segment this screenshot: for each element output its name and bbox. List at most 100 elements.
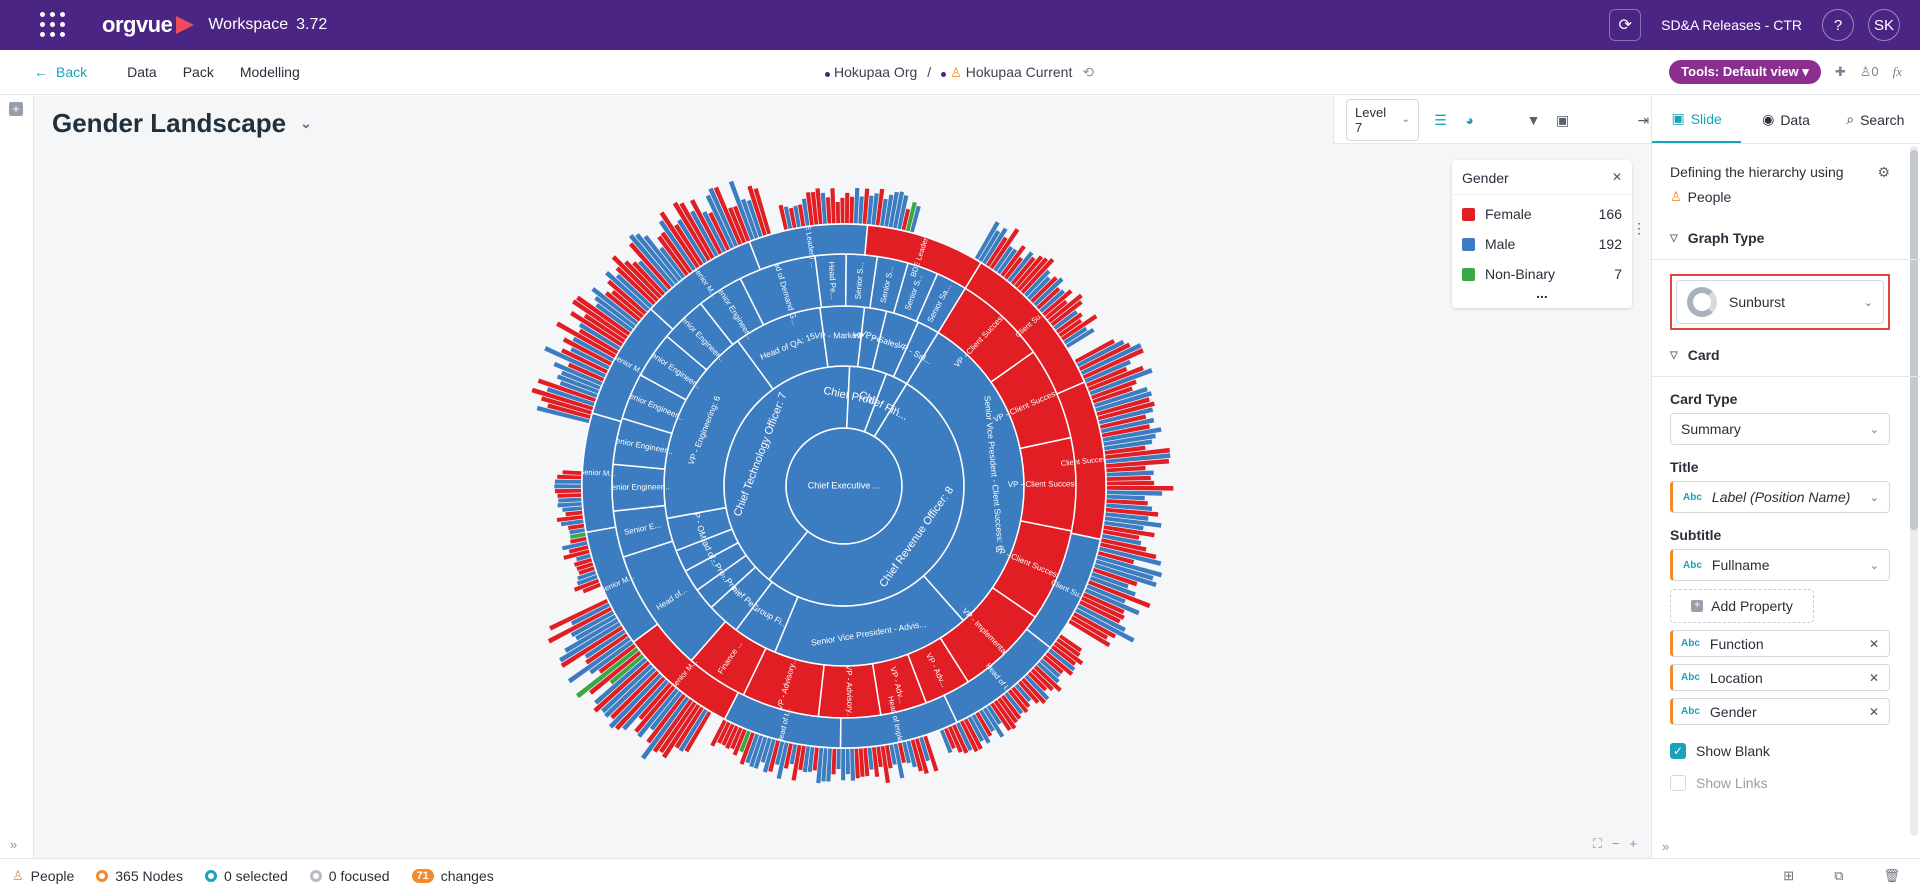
person-stripe[interactable] (578, 322, 621, 351)
person-stripe[interactable] (1096, 555, 1163, 578)
person-stripe[interactable] (820, 192, 827, 224)
person-stripe[interactable] (1106, 503, 1153, 511)
legend-item-male[interactable]: Male 192 (1452, 229, 1632, 259)
person-stripe[interactable] (558, 497, 582, 503)
person-stripe[interactable] (863, 747, 870, 777)
person-stripe[interactable] (1101, 533, 1142, 546)
person-stripe[interactable] (1099, 414, 1147, 429)
person-stripe[interactable] (1007, 251, 1034, 283)
person-stripe[interactable] (1091, 379, 1137, 400)
person-stripe[interactable] (993, 699, 1017, 730)
person-stripe[interactable] (1102, 427, 1162, 442)
person-stripe[interactable] (1001, 694, 1022, 720)
person-stripe[interactable] (565, 510, 583, 517)
show-blank-option[interactable]: ✓ Show Blank (1670, 743, 1890, 759)
zoom-in-icon[interactable]: + (1629, 836, 1637, 851)
user-avatar[interactable]: SK (1868, 9, 1900, 41)
person-stripe[interactable] (1024, 674, 1050, 701)
person-stripe[interactable] (1105, 453, 1171, 464)
person-stripe[interactable] (1053, 641, 1084, 666)
person-stripe[interactable] (812, 747, 819, 771)
person-stripe[interactable] (854, 748, 860, 779)
person-stripe[interactable] (1011, 686, 1031, 708)
person-stripe[interactable] (674, 223, 704, 266)
person-stripe[interactable] (536, 405, 590, 424)
person-stripe[interactable] (556, 321, 617, 359)
person-stripe[interactable] (821, 748, 828, 782)
person-stripe[interactable] (559, 380, 598, 398)
remove-icon[interactable]: ✕ (1868, 636, 1879, 651)
delete-icon[interactable]: 🗑 (1883, 868, 1900, 883)
person-stripe[interactable] (739, 730, 751, 753)
subtitle-select[interactable]: Abc Fullname ⌄ (1670, 549, 1890, 581)
layers-icon[interactable]: ▣ (1555, 111, 1570, 128)
person-stripe[interactable] (897, 195, 909, 230)
person-stripe[interactable] (605, 270, 650, 312)
person-stripe[interactable] (1014, 255, 1044, 288)
person-stripe[interactable] (1106, 465, 1146, 473)
person-stripe[interactable] (793, 205, 801, 228)
person-stripe[interactable] (556, 374, 600, 394)
person-stripe[interactable] (762, 738, 776, 773)
close-icon[interactable]: ✕ (1611, 170, 1622, 184)
add-property-button[interactable]: + Add Property (1670, 589, 1814, 623)
panel-scrollbar[interactable] (1910, 146, 1918, 836)
person-stripe[interactable] (578, 566, 595, 576)
person-stripe[interactable] (632, 261, 666, 296)
person-stripe[interactable] (561, 541, 588, 551)
person-stripe[interactable] (1036, 662, 1060, 684)
person-stripe[interactable] (1020, 258, 1055, 294)
person-stripe[interactable] (753, 187, 771, 235)
person-stripe[interactable] (661, 704, 701, 759)
person-stripe[interactable] (641, 696, 690, 760)
person-stripe[interactable] (986, 704, 1002, 725)
person-stripe[interactable] (1092, 386, 1133, 404)
person-stripe[interactable] (1000, 245, 1026, 277)
graph-type-section[interactable]: ▽ Graph Type (1670, 227, 1890, 249)
person-stripe[interactable] (956, 722, 973, 752)
property-function[interactable]: Abc Function ✕ (1670, 630, 1890, 657)
person-stripe[interactable] (826, 748, 832, 782)
person-stripe[interactable] (570, 602, 611, 626)
person-stripe[interactable] (1086, 366, 1128, 388)
person-stripe[interactable] (540, 396, 592, 415)
person-stripe[interactable] (547, 403, 591, 419)
person-stripe[interactable] (974, 221, 1000, 260)
person-stripe[interactable] (1084, 359, 1132, 383)
person-stripe[interactable] (607, 279, 647, 315)
person-stripe[interactable] (1033, 665, 1062, 692)
person-stripe[interactable] (678, 708, 708, 752)
kebab-menu-icon[interactable]: ⋮ (1632, 220, 1646, 236)
person-stripe[interactable] (1087, 365, 1144, 392)
person-stripe[interactable] (1078, 342, 1131, 372)
person-stripe[interactable] (797, 204, 806, 227)
ring4-segment[interactable] (864, 224, 982, 290)
person-stripe[interactable] (614, 676, 666, 731)
person-stripe[interactable] (1106, 475, 1151, 481)
person-stripe[interactable] (1092, 567, 1138, 587)
export-icon[interactable]: ⇥ (1637, 111, 1650, 128)
tab-search[interactable]: ⌕ Search (1831, 96, 1920, 143)
person-stripe[interactable] (1068, 619, 1111, 648)
breadcrumb-current[interactable]: ♙ Hokupaa Current (941, 64, 1072, 81)
person-stripe[interactable] (649, 691, 683, 731)
person-stripe[interactable] (893, 743, 905, 779)
person-stripe[interactable] (595, 303, 633, 333)
person-stripe[interactable] (1086, 584, 1126, 604)
person-stripe[interactable] (978, 230, 1001, 263)
status-changes[interactable]: 71 changes (411, 868, 494, 884)
person-stripe[interactable] (802, 746, 811, 773)
property-gender[interactable]: Abc Gender ✕ (1670, 698, 1890, 725)
person-stripe[interactable] (901, 208, 911, 231)
person-stripe[interactable] (1051, 645, 1077, 666)
person-stripe[interactable] (1072, 612, 1117, 639)
person-stripe[interactable] (577, 570, 597, 581)
status-nodes[interactable]: 365 Nodes (96, 868, 183, 884)
person-stripe[interactable] (582, 582, 601, 594)
person-stripe[interactable] (910, 205, 921, 233)
refresh-button[interactable]: ⟳ (1609, 9, 1642, 41)
orgvue-logo[interactable]: orgvue (102, 12, 196, 38)
person-stripe[interactable] (1103, 525, 1155, 538)
person-stripe[interactable] (850, 748, 856, 781)
person-stripe[interactable] (1080, 343, 1142, 375)
